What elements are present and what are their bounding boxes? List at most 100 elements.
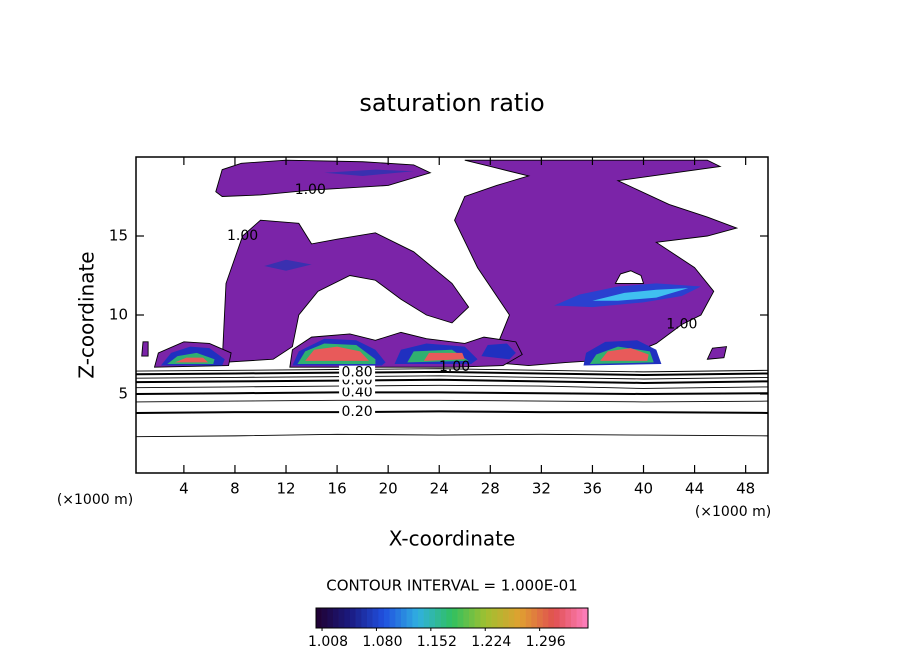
colorbar-cell <box>395 608 402 628</box>
x-unit-label: (×1000 m) <box>695 504 771 520</box>
colorbar-cell <box>582 608 589 628</box>
x-tick-label: 16 <box>328 480 347 498</box>
contour-label: 0.40 <box>342 384 373 400</box>
x-tick-label: 8 <box>230 480 240 498</box>
colorbar-cell <box>542 608 549 628</box>
x-tick-label: 36 <box>583 480 602 498</box>
colorbar-cell <box>440 608 447 628</box>
colorbar-cell <box>412 608 419 628</box>
chart-title: saturation ratio <box>359 89 544 117</box>
contour-line <box>136 399 768 403</box>
x-tick-label: 12 <box>276 480 295 498</box>
colorbar-cell <box>486 608 492 628</box>
colorbar-cell <box>423 608 430 628</box>
x-tick-label: 40 <box>634 480 653 498</box>
colorbar-cell <box>457 608 464 628</box>
colorbar-cell <box>565 608 572 628</box>
colorbar-cell <box>418 608 424 628</box>
colorbar-cell <box>559 608 566 628</box>
region <box>324 169 414 176</box>
region <box>481 343 516 360</box>
region <box>706 346 728 360</box>
colorbar-cell <box>452 608 458 628</box>
colorbar-cell <box>497 608 504 628</box>
colorbar-cell <box>520 608 526 628</box>
label-background <box>339 385 376 400</box>
colorbar-cell <box>480 608 487 628</box>
label-background <box>339 365 376 380</box>
colorbar-cell <box>548 608 555 628</box>
colorbar-cell <box>537 608 543 628</box>
colorbar-cell <box>333 608 339 628</box>
contour-line <box>136 375 768 380</box>
y-tick-label: 5 <box>118 385 128 403</box>
contour-label: 1.00 <box>439 359 470 375</box>
region <box>174 357 209 363</box>
colorbar-cell <box>361 608 368 628</box>
contour-label: 0.20 <box>342 404 373 420</box>
colorbar-cell <box>514 608 521 628</box>
colorbar-cell <box>446 608 453 628</box>
colorbar-frame <box>315 607 589 629</box>
colorbar-cell <box>576 608 583 628</box>
contour-line <box>136 433 768 438</box>
colorbar-cell <box>463 608 470 628</box>
region <box>141 341 149 357</box>
contour-label: 0.80 <box>342 365 373 381</box>
colorbar-cell <box>429 608 436 628</box>
contour-interval: CONTOUR INTERVAL = 1.000E-01 <box>326 577 577 595</box>
colorbar-cell <box>491 608 498 628</box>
contour-label: 1.00 <box>666 316 697 332</box>
colorbar-cell <box>474 608 481 628</box>
colorbar-cell <box>327 608 334 628</box>
region <box>221 219 470 363</box>
colorbar-cell <box>321 608 328 628</box>
colorbar-cell <box>355 608 362 628</box>
y-axis-label: Z-coordinate <box>75 251 99 378</box>
contour-line <box>136 391 768 396</box>
colorbar-cell <box>571 608 577 628</box>
x-tick-label: 28 <box>481 480 500 498</box>
y-tick-label: 10 <box>109 306 128 324</box>
x-tick-label: 24 <box>430 480 449 498</box>
colorbar-cell <box>503 608 509 628</box>
colorbar-tick-label: 1.296 <box>526 634 566 650</box>
colorbar-cell <box>508 608 515 628</box>
region <box>305 346 370 361</box>
x-tick-label: 4 <box>179 480 189 498</box>
region <box>264 259 312 271</box>
colorbar-cell <box>338 608 345 628</box>
contour-line <box>136 378 768 384</box>
x-tick-label: 48 <box>736 480 755 498</box>
colorbar-cell <box>401 608 407 628</box>
colorbar-tick-label: 1.008 <box>308 634 348 650</box>
region <box>454 159 739 367</box>
colorbar-cell <box>350 608 356 628</box>
contour-line <box>136 384 768 389</box>
plot-area: 0.200.400.600.801.001.001.001.00 <box>136 159 768 438</box>
colorbar-cell <box>378 608 385 628</box>
region <box>423 352 465 361</box>
contour-label: 1.00 <box>295 182 326 198</box>
colorbar-cell <box>525 608 532 628</box>
x-unit-label: (×1000 m) <box>57 492 133 508</box>
contour-line <box>136 410 768 414</box>
colorbar-tick-label: 1.152 <box>417 634 457 650</box>
colorbar-tick-label: 1.080 <box>362 634 402 650</box>
region <box>592 288 689 301</box>
y-tick-label: 15 <box>109 227 128 245</box>
x-tick-label: 32 <box>532 480 551 498</box>
x-axis-label: X-coordinate <box>389 527 516 551</box>
label-background <box>339 405 376 420</box>
colorbar-cell <box>435 608 441 628</box>
contour-label: 1.00 <box>227 228 258 244</box>
colorbar-cell <box>372 608 379 628</box>
colorbar-cell <box>469 608 475 628</box>
colorbar-cell <box>531 608 538 628</box>
region <box>614 270 645 284</box>
colorbar-cell <box>384 608 390 628</box>
colorbar-cell <box>554 608 560 628</box>
colorbar-cell <box>406 608 413 628</box>
